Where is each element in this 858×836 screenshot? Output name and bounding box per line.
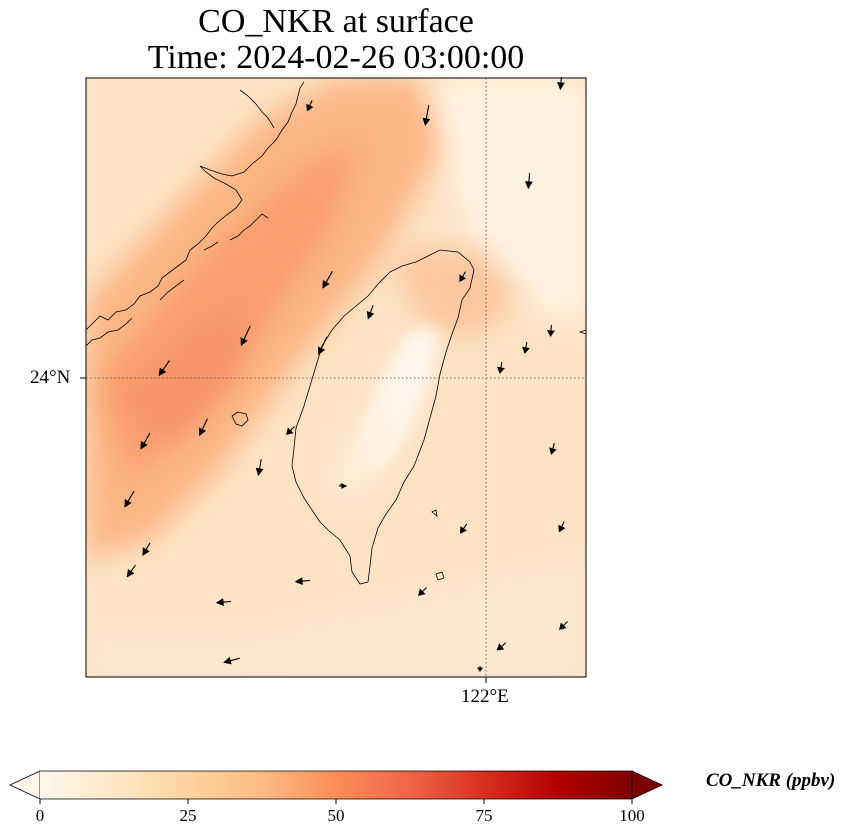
wind-arrow	[318, 336, 328, 356]
wind-arrow	[497, 361, 505, 374]
wind-arrow	[459, 523, 468, 534]
wind-arrow	[306, 100, 314, 112]
wind-arrow	[522, 341, 530, 354]
wind-arrow	[126, 564, 136, 578]
wind-arrow	[124, 490, 135, 508]
wind-arrow	[496, 642, 507, 651]
colorbar-tick: 100	[619, 806, 645, 825]
wind-arrow	[558, 521, 566, 533]
plot-title-time: Time: 2024-02-26 03:00:00	[147, 39, 525, 76]
coastline	[86, 81, 586, 585]
wind-arrow	[422, 105, 431, 127]
colorbar-tick: 0	[35, 806, 45, 825]
wind-arrow	[294, 577, 311, 586]
colorbar-tick: 25	[179, 806, 197, 825]
wind-arrow	[459, 271, 467, 283]
wind-arrow	[559, 621, 568, 630]
wind-arrow	[286, 426, 295, 435]
wind-arrow	[547, 324, 555, 338]
latitude-label: 24°N	[30, 367, 71, 388]
concentration-field	[86, 78, 586, 677]
colorbar-tick: 75	[475, 806, 493, 825]
colorbar-label: CO_NKR (ppbv)	[706, 770, 836, 791]
wind-arrow	[158, 360, 171, 377]
wind-arrow	[140, 432, 151, 450]
wind-arrow	[549, 443, 557, 455]
wind-arrow	[524, 172, 533, 190]
colorbar-tick: 50	[327, 806, 345, 825]
longitude-label: 122°E	[461, 686, 509, 707]
gridlines	[86, 78, 586, 677]
wind-arrow	[142, 542, 151, 556]
wind-vectors	[124, 76, 568, 672]
wind-arrow	[476, 666, 484, 672]
wind-arrow	[339, 483, 348, 489]
wind-arrow	[223, 656, 240, 665]
wind-arrow	[366, 305, 375, 320]
wind-arrow	[199, 418, 208, 437]
colorbar	[9, 770, 663, 804]
wind-arrow	[322, 270, 333, 289]
plot-title-variable: CO_NKR at surface	[198, 3, 474, 40]
wind-arrow	[215, 598, 232, 607]
wind-arrow	[418, 587, 427, 596]
wind-arrow	[240, 325, 251, 347]
wind-arrow	[255, 459, 264, 477]
